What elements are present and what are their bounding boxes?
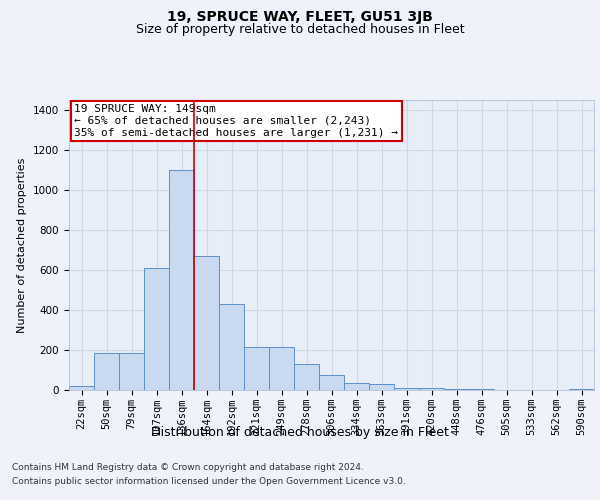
Bar [369,384,394,390]
Bar [219,304,244,390]
Text: Contains public sector information licensed under the Open Government Licence v3: Contains public sector information licen… [12,476,406,486]
Bar [344,383,369,390]
Text: Size of property relative to detached houses in Fleet: Size of property relative to detached ho… [136,24,464,36]
Bar [94,353,119,390]
Bar [294,364,319,390]
Text: Contains HM Land Registry data © Crown copyright and database right 2024.: Contains HM Land Registry data © Crown c… [12,463,364,472]
Bar [394,388,419,390]
Bar [69,386,94,390]
Bar [144,268,169,390]
Bar [419,388,444,390]
Bar [244,347,269,390]
Y-axis label: Number of detached properties: Number of detached properties [17,158,28,332]
Text: 19 SPRUCE WAY: 149sqm
← 65% of detached houses are smaller (2,243)
35% of semi-d: 19 SPRUCE WAY: 149sqm ← 65% of detached … [74,104,398,138]
Bar [469,389,494,390]
Bar [269,347,294,390]
Bar [444,389,469,390]
Bar [319,375,344,390]
Text: 19, SPRUCE WAY, FLEET, GU51 3JB: 19, SPRUCE WAY, FLEET, GU51 3JB [167,10,433,24]
Text: Distribution of detached houses by size in Fleet: Distribution of detached houses by size … [151,426,449,439]
Bar [194,256,219,390]
Bar [169,170,194,390]
Bar [569,389,594,390]
Bar [119,353,144,390]
